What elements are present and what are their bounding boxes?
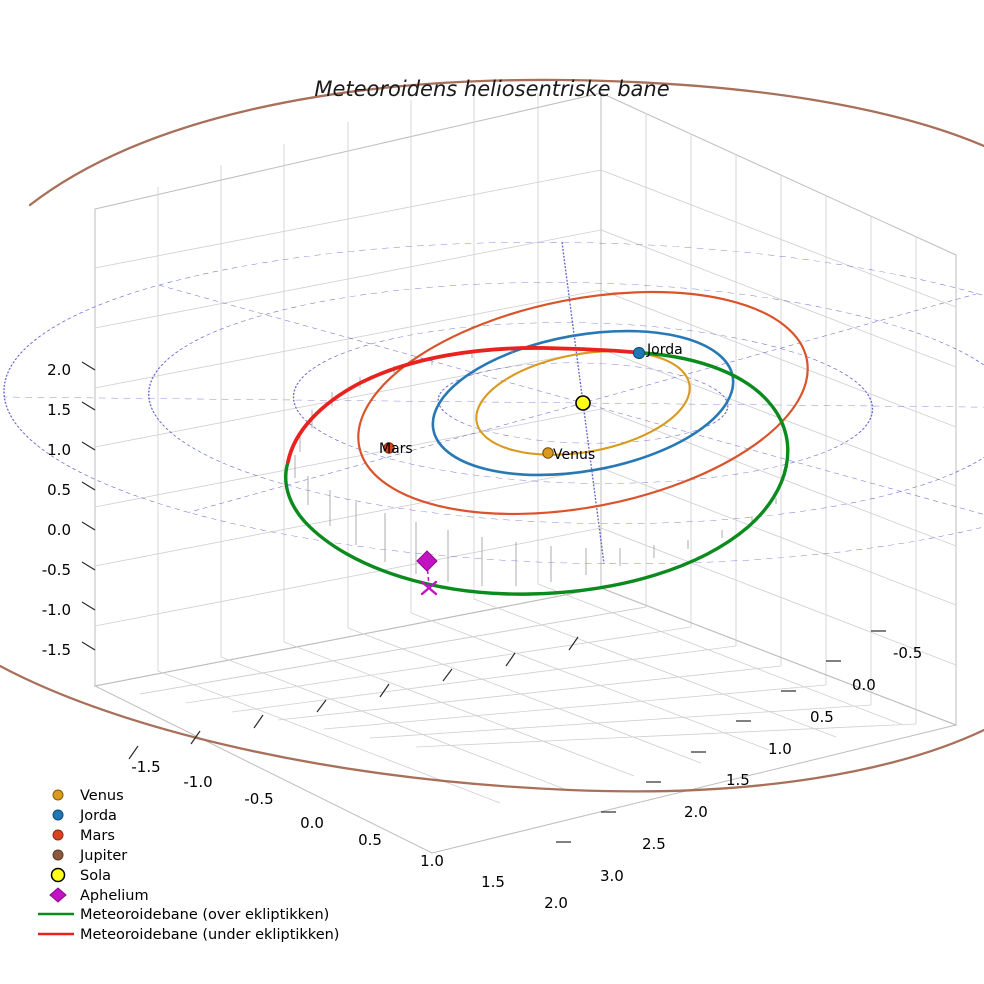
aphelion-marker — [416, 550, 438, 572]
x-tick-label-2: -0.5 — [244, 790, 273, 808]
z-tick-label-7: -1.5 — [42, 641, 71, 659]
y-tick-label-5: 2.0 — [684, 803, 708, 821]
x-tick-label-0: -1.5 — [131, 758, 160, 776]
legend-label-venus: Venus — [80, 788, 124, 804]
legend-marker-jupiter-icon — [52, 849, 64, 861]
legend-label-mars: Mars — [80, 828, 115, 844]
orbit-mars — [357, 290, 809, 516]
label-mars: Mars — [379, 441, 413, 457]
aphelion-group — [416, 550, 438, 596]
legend-label-orbit-below: Meteoroidebane (under ekliptikken) — [80, 927, 339, 943]
y-tick-label-4: 1.5 — [726, 771, 750, 789]
legend-item-venus[interactable]: Venus — [52, 788, 124, 804]
axis-z: 2.0 1.5 1.0 0.5 0.0 -0.5 -1.0 -1.5 — [42, 361, 96, 659]
legend-marker-sola-icon — [50, 867, 66, 883]
legend-label-aphelium: Aphelium — [80, 888, 149, 904]
orbit-meteoroid — [284, 346, 790, 596]
x-tick-label-7: 2.0 — [544, 894, 568, 912]
legend-item-orbit-above[interactable]: Meteoroidebane (over ekliptikken) — [38, 907, 329, 923]
pane-floor — [93, 583, 958, 854]
legend-marker-venus-icon — [52, 789, 64, 801]
legend-label-jupiter: Jupiter — [79, 848, 127, 864]
z-tick-label-4: 0.0 — [47, 521, 71, 539]
z-tick-label-5: -0.5 — [42, 561, 71, 579]
legend-item-jupiter[interactable]: Jupiter — [52, 848, 127, 864]
axis-x: -1.5 -1.0 -0.5 0.0 0.5 1.0 1.5 2.0 — [128, 636, 579, 912]
z-tick-label-2: 1.0 — [47, 441, 71, 459]
z-tick-label-3: 0.5 — [47, 481, 71, 499]
legend-label-orbit-above: Meteoroidebane (over ekliptikken) — [80, 907, 329, 923]
body-markers — [383, 346, 646, 459]
orbit-venus — [475, 350, 691, 456]
x-tick-label-3: 0.0 — [300, 814, 324, 832]
x-tick-label-1: -1.0 — [183, 773, 212, 791]
z-tick-label-1: 1.5 — [47, 401, 71, 419]
jorda-marker — [632, 346, 646, 360]
page-title: Meteoroidens heliosentriske bane — [314, 77, 669, 101]
y-tick-label-0: -0.5 — [893, 644, 922, 662]
legend-marker-mars-icon — [52, 829, 64, 841]
legend-item-aphelium[interactable]: Aphelium — [49, 887, 149, 904]
y-tick-label-3: 1.0 — [768, 740, 792, 758]
label-jorda: Jorda — [646, 342, 683, 358]
z-tick-label-0: 2.0 — [47, 361, 71, 379]
legend-marker-aphelium-icon — [49, 887, 67, 903]
sun-marker — [575, 395, 591, 411]
z-tick-label-6: -1.0 — [42, 601, 71, 619]
legend-item-jorda[interactable]: Jorda — [52, 808, 117, 824]
orbit-meteoroid-above — [284, 351, 790, 596]
legend-item-sola[interactable]: Sola — [50, 867, 112, 884]
legend: Venus Jorda Mars Jupiter Sola Aphelium — [38, 788, 339, 943]
orbit-jupiter — [0, 78, 984, 793]
body-labels: Jorda Venus Mars — [379, 342, 683, 463]
legend-label-jorda: Jorda — [79, 808, 117, 824]
legend-item-mars[interactable]: Mars — [52, 828, 115, 844]
y-tick-label-1: 0.0 — [852, 676, 876, 694]
axis-y: -0.5 0.0 0.5 1.0 1.5 2.0 2.5 3.0 — [556, 630, 922, 885]
y-tick-label-2: 0.5 — [810, 708, 834, 726]
aphelion-projection-marker — [420, 580, 438, 596]
label-venus: Venus — [553, 447, 595, 463]
x-tick-label-5: 1.0 — [420, 852, 444, 870]
axes-3d-panes — [93, 92, 958, 854]
venus-marker — [542, 447, 554, 459]
y-tick-label-6: 2.5 — [642, 835, 666, 853]
legend-label-sola: Sola — [80, 868, 111, 884]
legend-marker-jorda-icon — [52, 809, 64, 821]
pane-left-wall — [94, 92, 602, 687]
y-tick-label-7: 3.0 — [600, 867, 624, 885]
legend-item-orbit-below[interactable]: Meteoroidebane (under ekliptikken) — [38, 927, 339, 943]
orbit-meteoroid-below — [286, 346, 645, 464]
mars-marker — [383, 442, 395, 454]
x-tick-label-6: 1.5 — [481, 873, 505, 891]
x-tick-label-4: 0.5 — [358, 831, 382, 849]
